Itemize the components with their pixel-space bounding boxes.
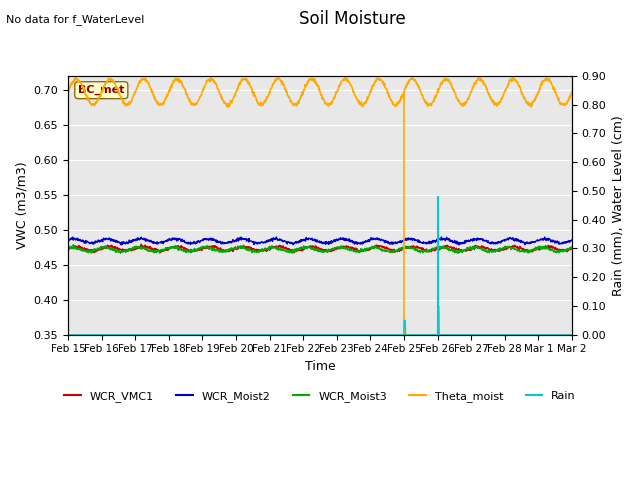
Text: Soil Moisture: Soil Moisture: [299, 10, 405, 28]
Text: BC_met: BC_met: [78, 85, 125, 96]
Y-axis label: VWC (m3/m3): VWC (m3/m3): [15, 162, 28, 249]
X-axis label: Time: Time: [305, 360, 335, 373]
Y-axis label: Rain (mm), Water Level (cm): Rain (mm), Water Level (cm): [612, 115, 625, 296]
Legend: WCR_VMC1, WCR_Moist2, WCR_Moist3, Theta_moist, Rain: WCR_VMC1, WCR_Moist2, WCR_Moist3, Theta_…: [60, 387, 580, 407]
Text: No data for f_WaterLevel: No data for f_WaterLevel: [6, 14, 145, 25]
